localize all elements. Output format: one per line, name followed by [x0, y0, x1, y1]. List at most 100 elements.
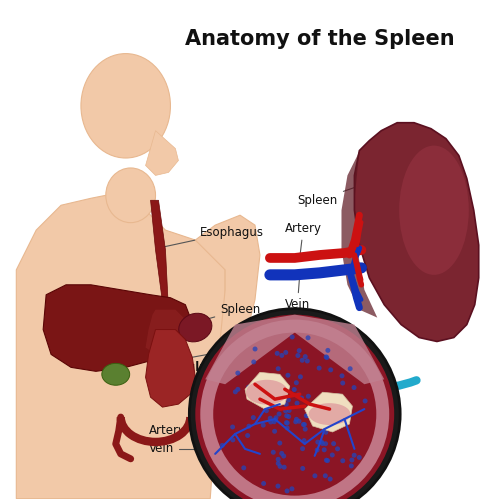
Circle shape	[276, 484, 280, 488]
Polygon shape	[146, 130, 178, 176]
Circle shape	[281, 454, 286, 458]
Circle shape	[286, 408, 292, 413]
Circle shape	[284, 384, 288, 390]
Circle shape	[285, 420, 290, 426]
Circle shape	[284, 488, 290, 494]
Circle shape	[306, 413, 310, 418]
Ellipse shape	[102, 364, 130, 385]
Circle shape	[304, 414, 309, 418]
Circle shape	[276, 457, 280, 462]
Circle shape	[233, 390, 238, 394]
Circle shape	[264, 408, 269, 413]
Ellipse shape	[178, 314, 212, 342]
Circle shape	[320, 441, 325, 446]
Polygon shape	[304, 392, 352, 432]
Polygon shape	[196, 215, 260, 360]
Circle shape	[279, 451, 284, 456]
Circle shape	[296, 353, 300, 358]
Polygon shape	[354, 122, 478, 342]
Circle shape	[332, 401, 337, 406]
Text: Stomach: Stomach	[183, 341, 272, 359]
Circle shape	[357, 455, 362, 460]
Circle shape	[324, 354, 328, 360]
Polygon shape	[150, 200, 168, 310]
Circle shape	[293, 420, 298, 424]
Ellipse shape	[246, 380, 288, 404]
Circle shape	[280, 353, 284, 358]
Circle shape	[276, 461, 280, 466]
Circle shape	[276, 366, 280, 371]
Circle shape	[278, 464, 282, 469]
Circle shape	[242, 466, 246, 470]
Circle shape	[300, 358, 304, 363]
Circle shape	[340, 380, 345, 386]
Text: Spleen: Spleen	[201, 303, 260, 321]
Circle shape	[276, 412, 281, 416]
Text: Artery: Artery	[285, 222, 322, 255]
Circle shape	[314, 402, 318, 407]
Text: Liver: Liver	[59, 298, 114, 328]
Circle shape	[314, 414, 320, 418]
Circle shape	[200, 320, 389, 500]
Circle shape	[230, 424, 235, 430]
Circle shape	[300, 466, 305, 471]
Circle shape	[349, 464, 354, 468]
Circle shape	[284, 414, 289, 418]
Circle shape	[316, 421, 322, 426]
Polygon shape	[146, 310, 186, 354]
Ellipse shape	[308, 403, 350, 425]
Circle shape	[272, 419, 276, 424]
Circle shape	[220, 443, 224, 448]
Circle shape	[324, 355, 330, 360]
Circle shape	[362, 398, 368, 404]
Circle shape	[278, 440, 282, 446]
Circle shape	[262, 377, 266, 382]
Polygon shape	[206, 314, 384, 384]
Circle shape	[284, 402, 288, 407]
Circle shape	[286, 398, 291, 402]
Ellipse shape	[399, 146, 469, 275]
Circle shape	[273, 417, 278, 422]
Circle shape	[301, 422, 306, 427]
Circle shape	[274, 415, 278, 420]
Circle shape	[196, 314, 394, 500]
Circle shape	[350, 458, 354, 462]
Circle shape	[303, 354, 308, 359]
Circle shape	[272, 376, 278, 382]
Circle shape	[294, 400, 300, 406]
Circle shape	[284, 426, 290, 430]
Circle shape	[328, 476, 332, 482]
Circle shape	[246, 384, 251, 390]
Circle shape	[272, 429, 277, 434]
Circle shape	[251, 415, 256, 420]
Circle shape	[330, 452, 335, 458]
Circle shape	[268, 420, 273, 424]
Circle shape	[306, 394, 311, 398]
Circle shape	[274, 382, 279, 386]
Circle shape	[331, 441, 336, 446]
Circle shape	[284, 420, 289, 425]
Circle shape	[348, 366, 352, 371]
Text: Vein: Vein	[148, 442, 240, 456]
Text: Spleen: Spleen	[298, 176, 386, 207]
Circle shape	[245, 433, 250, 438]
Circle shape	[283, 408, 288, 414]
Circle shape	[340, 401, 345, 406]
Circle shape	[266, 396, 270, 402]
Ellipse shape	[81, 54, 170, 158]
Circle shape	[296, 392, 300, 398]
Circle shape	[294, 417, 299, 422]
Circle shape	[294, 380, 299, 385]
Circle shape	[300, 446, 305, 451]
Circle shape	[340, 374, 344, 378]
Circle shape	[252, 346, 258, 352]
Circle shape	[246, 424, 252, 428]
Text: Artery: Artery	[148, 402, 265, 438]
Circle shape	[352, 385, 356, 390]
Circle shape	[312, 474, 318, 478]
Circle shape	[322, 448, 326, 452]
Circle shape	[298, 374, 303, 380]
Circle shape	[332, 422, 338, 428]
Polygon shape	[16, 196, 225, 498]
Circle shape	[325, 458, 330, 463]
